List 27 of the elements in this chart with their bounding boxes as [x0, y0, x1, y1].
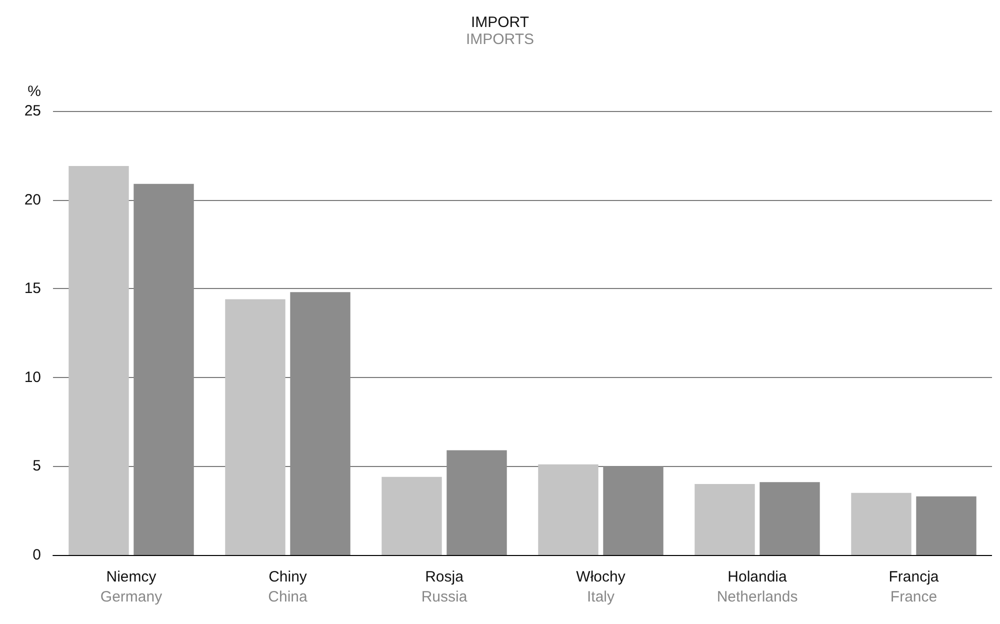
bar	[760, 482, 820, 555]
x-tick-label: Chiny China	[268, 568, 308, 606]
bar	[225, 299, 286, 555]
chart-subtitle: IMPORTS	[466, 31, 534, 48]
bar	[851, 492, 912, 555]
bar	[134, 184, 194, 555]
x-tick-label: Niemcy Germany	[100, 568, 163, 606]
y-tick-label: 5	[32, 458, 41, 475]
y-tick-label: 25	[24, 102, 41, 120]
bar	[538, 464, 598, 555]
bar	[68, 166, 129, 555]
y-axis-title: %	[28, 83, 41, 100]
x-tick-label: Francja France	[888, 568, 940, 606]
bar	[916, 496, 976, 555]
chart-title: IMPORT	[470, 14, 530, 31]
y-tick-label: 0	[32, 546, 41, 564]
y-tick-label: 10	[24, 368, 41, 386]
bar	[694, 484, 755, 555]
y-tick-label: 15	[24, 280, 41, 298]
x-tick-label: Rosja Russia	[421, 568, 468, 606]
x-tick-label: Włochy Italy	[576, 568, 626, 606]
y-tick-label: 20	[24, 191, 41, 208]
bar	[382, 476, 442, 555]
x-tick-label: Holandia Netherlands	[716, 568, 798, 606]
bar	[446, 450, 507, 555]
bar	[603, 466, 664, 555]
bar	[290, 292, 350, 555]
